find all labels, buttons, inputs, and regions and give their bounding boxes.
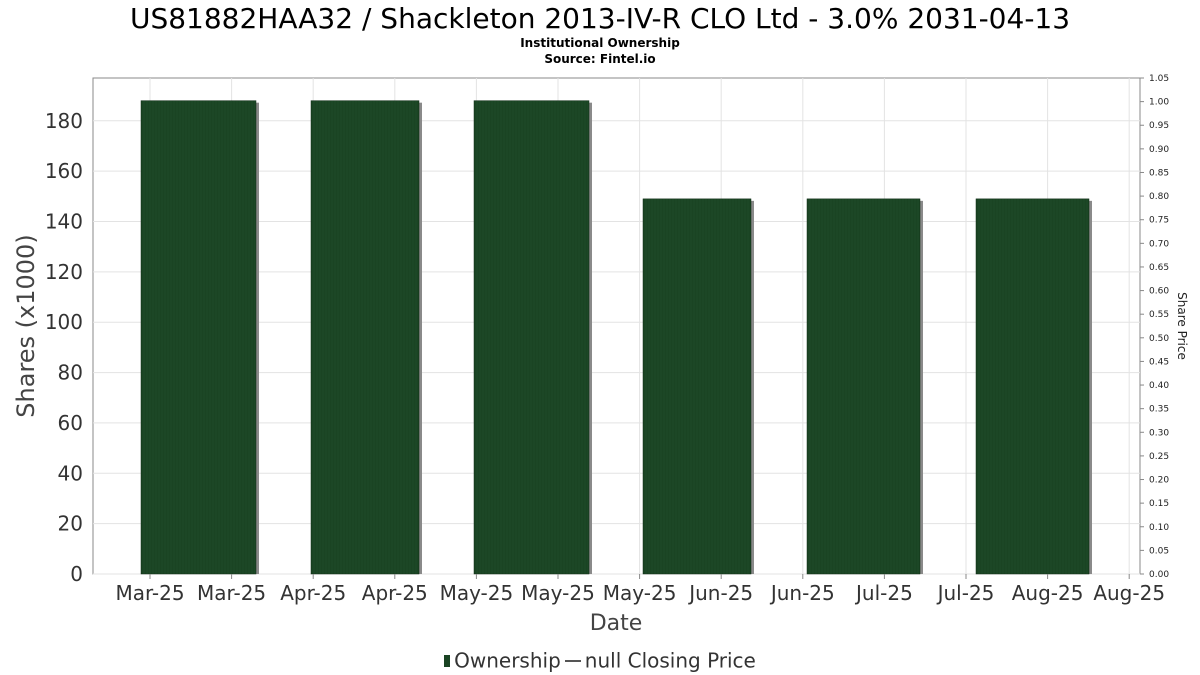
y2-tick-label: 0.85 bbox=[1149, 168, 1169, 178]
x-tick-label: Aug-25 bbox=[1093, 581, 1165, 605]
ownership-bar bbox=[975, 198, 1090, 575]
x-tick-label: Jul-25 bbox=[854, 581, 913, 605]
chart-source: Source: Fintel.io bbox=[544, 52, 656, 66]
y2-tick-label: 0.65 bbox=[1149, 263, 1169, 273]
y2-tick-label: 0.20 bbox=[1149, 476, 1169, 486]
x-tick-label: Apr-25 bbox=[280, 581, 346, 605]
x-tick-label: May-25 bbox=[603, 581, 677, 605]
x-tick-label: Jun-25 bbox=[687, 581, 753, 605]
y2-tick-label: 0.95 bbox=[1149, 121, 1169, 131]
x-tick-label: Jul-25 bbox=[936, 581, 995, 605]
x-tick-label: Apr-25 bbox=[362, 581, 428, 605]
y-tick-label: 180 bbox=[45, 109, 83, 133]
x-axis-ticks: Mar-25 Mar-25 Apr-25 Apr-25 May-25 May-25 May-… bbox=[115, 574, 1165, 605]
y-tick-label: 20 bbox=[58, 512, 83, 536]
x-tick-label: May-25 bbox=[440, 581, 514, 605]
y2-tick-label: 0.10 bbox=[1149, 523, 1169, 533]
closing-price-legend-swatch bbox=[564, 659, 581, 662]
y2-tick-label: 0.40 bbox=[1149, 381, 1169, 391]
y2-tick-label: 0.00 bbox=[1149, 570, 1169, 580]
y2-axis-label: Share Price bbox=[1175, 292, 1189, 360]
y-tick-label: 100 bbox=[45, 310, 83, 334]
y2-tick-label: 0.75 bbox=[1149, 216, 1169, 226]
x-axis-label: Date bbox=[590, 611, 643, 636]
legend-ownership-label: Ownership bbox=[454, 648, 561, 673]
y2-tick-label: 0.80 bbox=[1149, 192, 1169, 202]
y2-tick-label: 0.05 bbox=[1149, 546, 1169, 556]
y-tick-label: 40 bbox=[58, 461, 83, 485]
ownership-bar bbox=[140, 100, 257, 575]
x-tick-label: Aug-25 bbox=[1012, 581, 1084, 605]
y2-tick-label: 1.00 bbox=[1149, 98, 1169, 108]
y2-tick-label: 0.60 bbox=[1149, 287, 1169, 297]
chart-legend: Ownership null Closing Price bbox=[0, 647, 1200, 673]
y-tick-label: 140 bbox=[45, 210, 83, 234]
x-tick-label: Jun-25 bbox=[769, 581, 835, 605]
y2-tick-label: 0.50 bbox=[1149, 334, 1169, 344]
legend-closing-price-label: null Closing Price bbox=[584, 648, 756, 673]
y-tick-label: 160 bbox=[45, 159, 83, 183]
y2-tick-label: 0.30 bbox=[1149, 428, 1169, 438]
y2-tick-label: 0.15 bbox=[1149, 499, 1169, 509]
y2-tick-label: 0.45 bbox=[1149, 357, 1169, 367]
bar-series bbox=[140, 100, 1092, 575]
y-tick-label: 120 bbox=[45, 260, 83, 284]
ownership-legend-swatch bbox=[444, 654, 451, 667]
y2-tick-label: 0.90 bbox=[1149, 145, 1169, 155]
y2-tick-label: 0.35 bbox=[1149, 405, 1169, 415]
y-axis-ticks: 0 20 40 60 80 100 120 140 160 180 bbox=[45, 109, 83, 586]
y2-tick-label: 1.05 bbox=[1149, 74, 1169, 84]
y-tick-label: 80 bbox=[58, 361, 83, 385]
y-tick-label: 0 bbox=[70, 562, 83, 586]
x-tick-label: Mar-25 bbox=[115, 581, 184, 605]
y-axis-label: Shares (x1000) bbox=[12, 234, 40, 417]
y2-tick-label: 0.55 bbox=[1149, 310, 1169, 320]
x-tick-label: May-25 bbox=[521, 581, 595, 605]
y2-tick-label: 0.70 bbox=[1149, 239, 1169, 249]
y2-axis-ticks: 0.00 0.05 0.10 0.15 0.20 0.25 0.30 0.35 0.40 0.45… bbox=[1140, 74, 1169, 580]
y-tick-label: 60 bbox=[58, 411, 83, 435]
chart-title: US81882HAA32 / Shackleton 2013-IV-R CLO … bbox=[129, 2, 1071, 35]
ownership-bar bbox=[806, 198, 921, 575]
y2-tick-label: 0.25 bbox=[1149, 452, 1169, 462]
chart-subtitle: Institutional Ownership bbox=[520, 36, 680, 50]
ownership-bar bbox=[473, 100, 590, 575]
x-tick-label: Mar-25 bbox=[197, 581, 266, 605]
